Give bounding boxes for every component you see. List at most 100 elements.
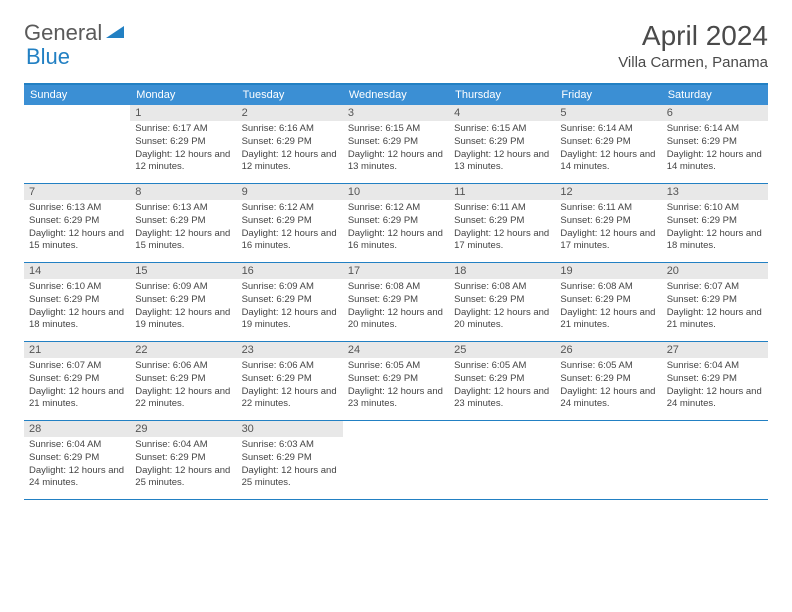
daylight-text: Daylight: 12 hours and 20 minutes. — [348, 307, 444, 333]
day-number: 25 — [449, 342, 555, 358]
day-cell: 11Sunrise: 6:11 AMSunset: 6:29 PMDayligh… — [449, 184, 555, 262]
sunrise-text: Sunrise: 6:08 AM — [454, 281, 550, 294]
daylight-text: Daylight: 12 hours and 25 minutes. — [135, 465, 231, 491]
sunset-text: Sunset: 6:29 PM — [242, 373, 338, 386]
sunrise-text: Sunrise: 6:14 AM — [667, 123, 763, 136]
sunrise-text: Sunrise: 6:08 AM — [348, 281, 444, 294]
day-cell: 7Sunrise: 6:13 AMSunset: 6:29 PMDaylight… — [24, 184, 130, 262]
day-cell: 22Sunrise: 6:06 AMSunset: 6:29 PMDayligh… — [130, 342, 236, 420]
daylight-text: Daylight: 12 hours and 21 minutes. — [29, 386, 125, 412]
sunrise-text: Sunrise: 6:03 AM — [242, 439, 338, 452]
day-number — [24, 105, 130, 121]
day-number — [555, 421, 661, 437]
sunrise-text: Sunrise: 6:17 AM — [135, 123, 231, 136]
day-cell: 5Sunrise: 6:14 AMSunset: 6:29 PMDaylight… — [555, 105, 661, 183]
sunset-text: Sunset: 6:29 PM — [135, 136, 231, 149]
day-body: Sunrise: 6:08 AMSunset: 6:29 PMDaylight:… — [343, 279, 449, 336]
day-body: Sunrise: 6:10 AMSunset: 6:29 PMDaylight:… — [662, 200, 768, 257]
daylight-text: Daylight: 12 hours and 13 minutes. — [454, 149, 550, 175]
sunset-text: Sunset: 6:29 PM — [348, 294, 444, 307]
day-number: 4 — [449, 105, 555, 121]
day-cell: 3Sunrise: 6:15 AMSunset: 6:29 PMDaylight… — [343, 105, 449, 183]
day-cell: 20Sunrise: 6:07 AMSunset: 6:29 PMDayligh… — [662, 263, 768, 341]
day-number: 17 — [343, 263, 449, 279]
day-number: 18 — [449, 263, 555, 279]
day-body: Sunrise: 6:14 AMSunset: 6:29 PMDaylight:… — [555, 121, 661, 178]
calendar: SundayMondayTuesdayWednesdayThursdayFrid… — [24, 83, 768, 500]
day-number: 19 — [555, 263, 661, 279]
logo-text-1: General — [24, 20, 102, 46]
day-cell — [662, 421, 768, 499]
sunset-text: Sunset: 6:29 PM — [29, 373, 125, 386]
sunrise-text: Sunrise: 6:14 AM — [560, 123, 656, 136]
sunset-text: Sunset: 6:29 PM — [667, 373, 763, 386]
header: General April 2024 Villa Carmen, Panama — [24, 20, 768, 71]
daylight-text: Daylight: 12 hours and 17 minutes. — [560, 228, 656, 254]
day-header: Sunday — [24, 85, 130, 105]
sunset-text: Sunset: 6:29 PM — [560, 136, 656, 149]
day-number: 27 — [662, 342, 768, 358]
sunrise-text: Sunrise: 6:13 AM — [29, 202, 125, 215]
day-cell: 27Sunrise: 6:04 AMSunset: 6:29 PMDayligh… — [662, 342, 768, 420]
day-cell: 28Sunrise: 6:04 AMSunset: 6:29 PMDayligh… — [24, 421, 130, 499]
day-body: Sunrise: 6:07 AMSunset: 6:29 PMDaylight:… — [24, 358, 130, 415]
sunrise-text: Sunrise: 6:06 AM — [242, 360, 338, 373]
day-cell — [343, 421, 449, 499]
day-number: 13 — [662, 184, 768, 200]
week-row: 28Sunrise: 6:04 AMSunset: 6:29 PMDayligh… — [24, 421, 768, 500]
day-body: Sunrise: 6:04 AMSunset: 6:29 PMDaylight:… — [662, 358, 768, 415]
sunrise-text: Sunrise: 6:10 AM — [29, 281, 125, 294]
day-cell: 18Sunrise: 6:08 AMSunset: 6:29 PMDayligh… — [449, 263, 555, 341]
sunset-text: Sunset: 6:29 PM — [242, 215, 338, 228]
day-number: 11 — [449, 184, 555, 200]
day-number: 22 — [130, 342, 236, 358]
day-cell: 23Sunrise: 6:06 AMSunset: 6:29 PMDayligh… — [237, 342, 343, 420]
day-body: Sunrise: 6:12 AMSunset: 6:29 PMDaylight:… — [237, 200, 343, 257]
daylight-text: Daylight: 12 hours and 15 minutes. — [29, 228, 125, 254]
sunset-text: Sunset: 6:29 PM — [667, 294, 763, 307]
location: Villa Carmen, Panama — [618, 54, 768, 71]
day-cell: 15Sunrise: 6:09 AMSunset: 6:29 PMDayligh… — [130, 263, 236, 341]
sunrise-text: Sunrise: 6:12 AM — [242, 202, 338, 215]
daylight-text: Daylight: 12 hours and 23 minutes. — [454, 386, 550, 412]
day-body: Sunrise: 6:16 AMSunset: 6:29 PMDaylight:… — [237, 121, 343, 178]
day-number: 10 — [343, 184, 449, 200]
sunset-text: Sunset: 6:29 PM — [29, 215, 125, 228]
sunrise-text: Sunrise: 6:09 AM — [242, 281, 338, 294]
day-body: Sunrise: 6:06 AMSunset: 6:29 PMDaylight:… — [237, 358, 343, 415]
day-number: 14 — [24, 263, 130, 279]
sunset-text: Sunset: 6:29 PM — [135, 373, 231, 386]
sunset-text: Sunset: 6:29 PM — [348, 136, 444, 149]
sunrise-text: Sunrise: 6:11 AM — [454, 202, 550, 215]
sunrise-text: Sunrise: 6:12 AM — [348, 202, 444, 215]
sunrise-text: Sunrise: 6:06 AM — [135, 360, 231, 373]
day-body: Sunrise: 6:05 AMSunset: 6:29 PMDaylight:… — [555, 358, 661, 415]
title-block: April 2024 Villa Carmen, Panama — [618, 20, 768, 71]
sunrise-text: Sunrise: 6:04 AM — [29, 439, 125, 452]
daylight-text: Daylight: 12 hours and 14 minutes. — [560, 149, 656, 175]
day-cell: 4Sunrise: 6:15 AMSunset: 6:29 PMDaylight… — [449, 105, 555, 183]
day-cell: 21Sunrise: 6:07 AMSunset: 6:29 PMDayligh… — [24, 342, 130, 420]
day-body: Sunrise: 6:13 AMSunset: 6:29 PMDaylight:… — [24, 200, 130, 257]
sunset-text: Sunset: 6:29 PM — [29, 452, 125, 465]
week-row: 1Sunrise: 6:17 AMSunset: 6:29 PMDaylight… — [24, 105, 768, 184]
daylight-text: Daylight: 12 hours and 16 minutes. — [242, 228, 338, 254]
sunrise-text: Sunrise: 6:05 AM — [454, 360, 550, 373]
daylight-text: Daylight: 12 hours and 18 minutes. — [667, 228, 763, 254]
day-number: 23 — [237, 342, 343, 358]
day-number: 8 — [130, 184, 236, 200]
day-cell: 29Sunrise: 6:04 AMSunset: 6:29 PMDayligh… — [130, 421, 236, 499]
sunset-text: Sunset: 6:29 PM — [560, 373, 656, 386]
sunrise-text: Sunrise: 6:10 AM — [667, 202, 763, 215]
sunrise-text: Sunrise: 6:04 AM — [135, 439, 231, 452]
sunrise-text: Sunrise: 6:09 AM — [135, 281, 231, 294]
day-body: Sunrise: 6:11 AMSunset: 6:29 PMDaylight:… — [555, 200, 661, 257]
daylight-text: Daylight: 12 hours and 21 minutes. — [560, 307, 656, 333]
daylight-text: Daylight: 12 hours and 15 minutes. — [135, 228, 231, 254]
sunset-text: Sunset: 6:29 PM — [667, 215, 763, 228]
day-number — [662, 421, 768, 437]
day-body: Sunrise: 6:08 AMSunset: 6:29 PMDaylight:… — [555, 279, 661, 336]
sunset-text: Sunset: 6:29 PM — [135, 294, 231, 307]
day-header: Tuesday — [237, 85, 343, 105]
sunrise-text: Sunrise: 6:04 AM — [667, 360, 763, 373]
